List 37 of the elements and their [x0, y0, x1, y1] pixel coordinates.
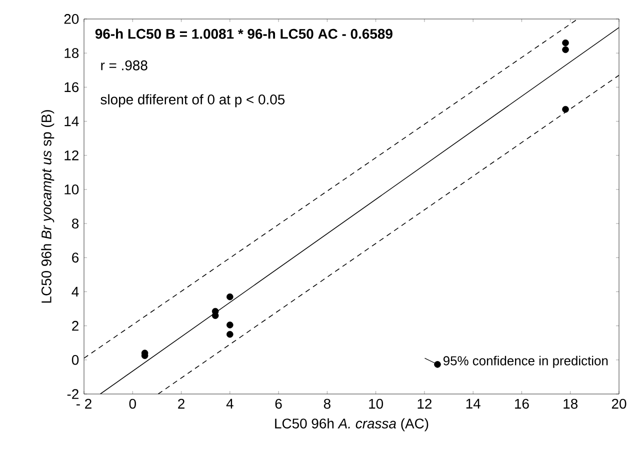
legend-label: 95% confidence in prediction	[443, 356, 608, 368]
y-tick-label: 8	[72, 218, 79, 228]
y-tick-label: 14	[64, 116, 79, 126]
x-tick-label: 6	[275, 398, 282, 409]
annotation: r = .988	[101, 60, 148, 70]
x-tick-label: 2	[178, 398, 184, 409]
y-tick-label: 6	[72, 252, 79, 263]
text: 96-h LC50 B = 1.0081 * 96-h LC50 AC - 0.6589	[95, 28, 392, 39]
point	[562, 39, 569, 46]
x-tick-label: 12	[418, 398, 432, 409]
point	[562, 46, 569, 54]
y-axis-title: LC50 96h Br yocampt us sp (B)	[41, 110, 54, 303]
x-tick-label: 18	[564, 398, 578, 409]
y-tick-label: -2	[67, 389, 78, 399]
x-tick-label: 10	[369, 398, 384, 409]
point	[212, 312, 219, 319]
x-axis-title: LC50 96h A. crassa (AC)	[275, 418, 428, 432]
point	[226, 293, 234, 300]
y-tick-label: 0	[72, 354, 79, 365]
point	[226, 330, 234, 338]
x-tick-label: 16	[515, 398, 529, 409]
y-tick-label: 12	[64, 150, 78, 160]
y-tick-label: 16	[64, 82, 79, 92]
y-tick-label: 2	[72, 320, 78, 331]
point	[226, 322, 234, 328]
x-tick-label: 8	[324, 398, 330, 409]
y-tick-label: 10	[64, 184, 79, 194]
x-tick-label: 20	[612, 398, 626, 409]
annotation: slope dfiferent of 0 at p < 0.05	[100, 94, 285, 108]
y-tick-label: 20	[64, 14, 79, 24]
y-tick-label: 4	[72, 286, 79, 297]
x-tick-label: - 2	[76, 398, 92, 409]
x-tick-label: 14	[466, 398, 480, 408]
x-tick-label: 4	[226, 398, 234, 408]
y-tick-label: 18	[64, 48, 79, 58]
point	[562, 106, 569, 113]
x-tick-label: 0	[129, 398, 136, 409]
